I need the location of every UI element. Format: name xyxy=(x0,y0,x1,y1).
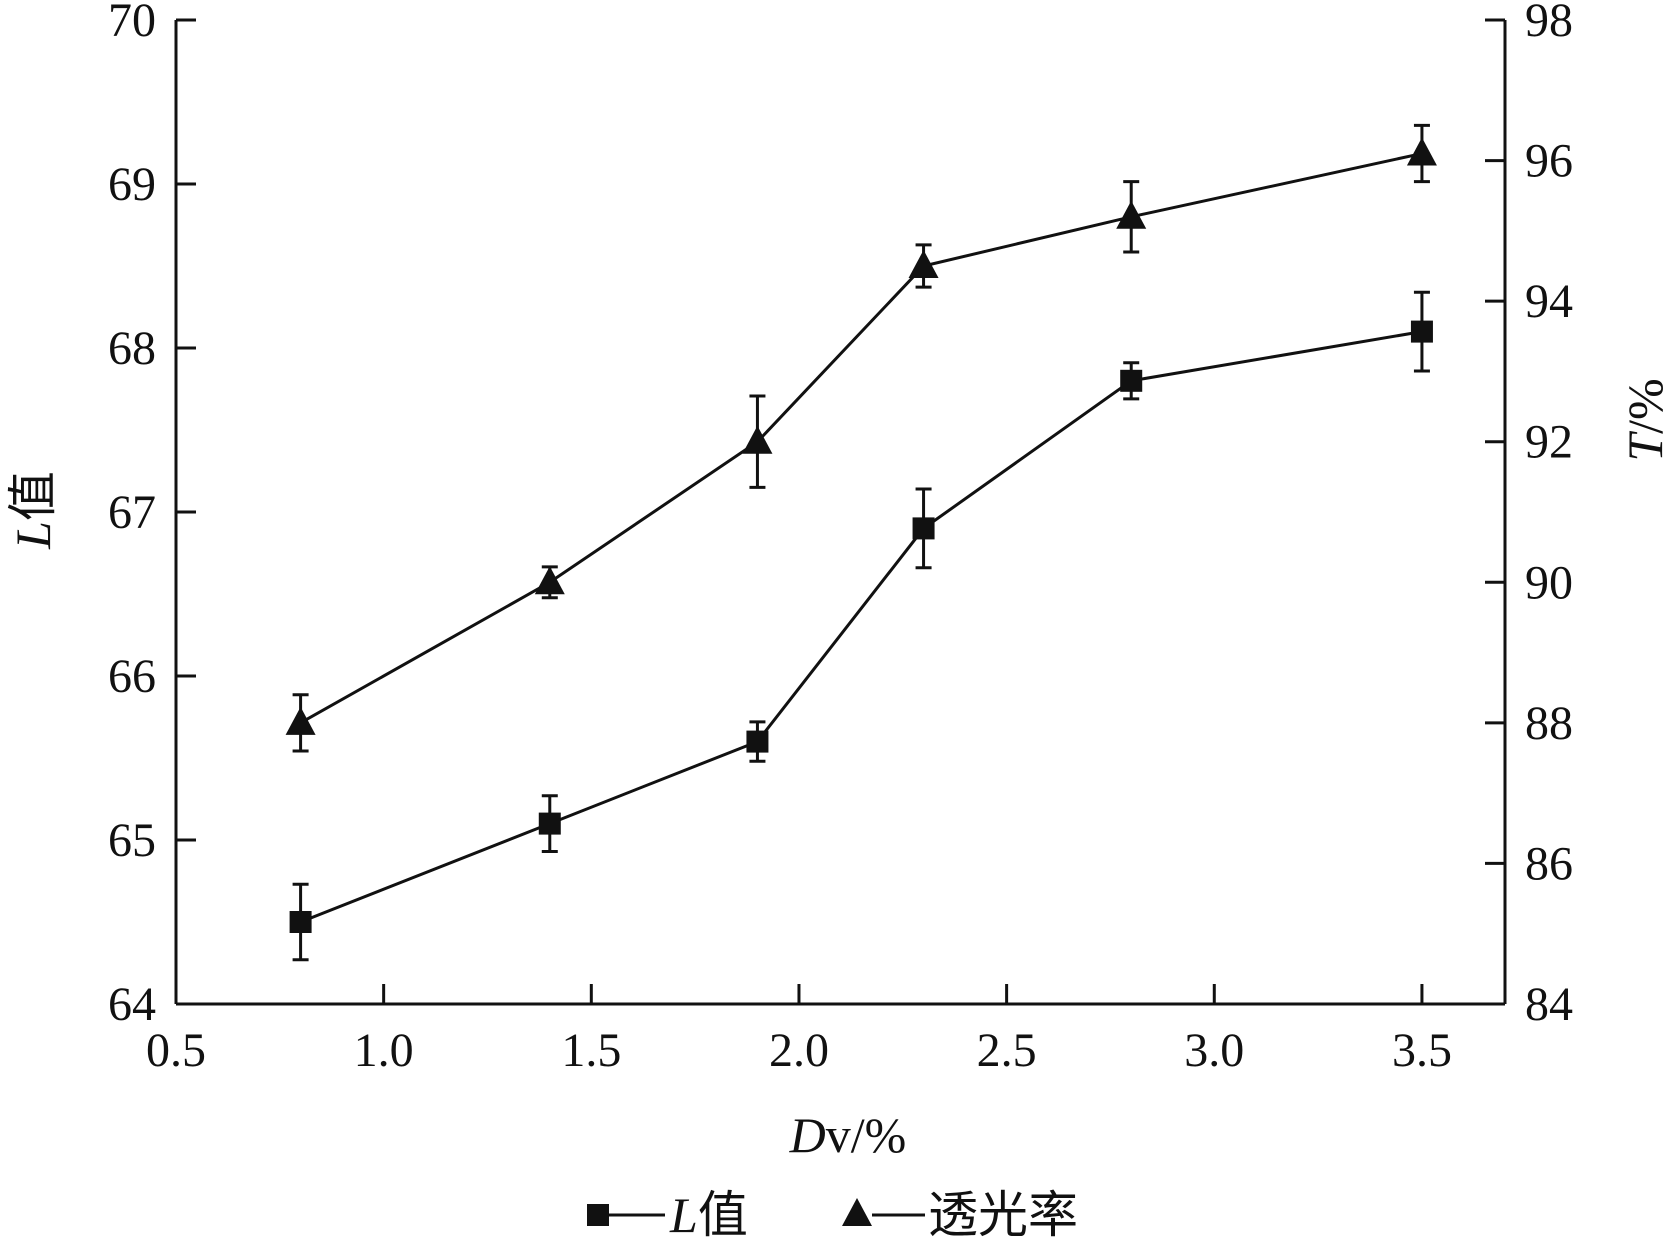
series-square xyxy=(289,290,1433,962)
series-line xyxy=(299,152,1423,725)
x-axis-title: Dv/% xyxy=(789,1107,907,1163)
data-point-triangle xyxy=(742,425,773,454)
data-point-square xyxy=(912,517,935,540)
y-left-tick-label: 65 xyxy=(108,814,156,867)
series-layer xyxy=(285,123,1437,962)
x-tick-label: 2.5 xyxy=(977,1024,1037,1077)
y-right-tick-label: 96 xyxy=(1525,135,1573,188)
data-point-triangle xyxy=(285,706,316,735)
y-right-tick-label: 94 xyxy=(1525,275,1573,328)
data-point-square xyxy=(1410,320,1433,343)
x-axis-title-rest: v/% xyxy=(826,1107,907,1163)
data-point-triangle xyxy=(908,250,939,278)
axes: 0.5 1.0 1.5 2.0 2.5 3.0 3.5 64 65 66 67 68 69 70 84 86 8… xyxy=(108,0,1573,1077)
legend-label-l: L值 xyxy=(669,1187,748,1242)
y-left-axis-title-rest: 值 xyxy=(5,471,61,521)
series-line xyxy=(300,330,1423,924)
y-left-axis-title-italic: L xyxy=(5,521,61,550)
x-tick-label: 1.5 xyxy=(561,1024,621,1077)
y-left-tick-label: 68 xyxy=(108,322,156,375)
y-right-tick-label: 84 xyxy=(1525,978,1573,1031)
x-tick-label: 1.0 xyxy=(354,1024,414,1077)
data-point-square xyxy=(538,812,561,835)
y-right-axis-title: T/% xyxy=(1617,378,1673,461)
series-triangle xyxy=(285,123,1437,753)
legend-label-l-rest: 值 xyxy=(698,1187,748,1242)
y-left-tick-label: 67 xyxy=(108,486,156,539)
y-right-axis-title-rest: /% xyxy=(1617,378,1673,434)
y-left-tick-label: 64 xyxy=(108,978,156,1031)
y-left-tick-label: 66 xyxy=(108,650,156,703)
x-tick-label: 0.5 xyxy=(146,1024,206,1077)
data-point-triangle xyxy=(534,566,565,595)
legend-square-marker xyxy=(587,1204,609,1226)
x-tick-label: 2.0 xyxy=(769,1024,829,1077)
data-point-square xyxy=(1120,369,1143,392)
legend-triangle-marker xyxy=(842,1198,872,1226)
y-left-axis-title: L值 xyxy=(5,471,61,550)
x-axis-title-italic: D xyxy=(789,1107,826,1163)
y-right-tick-label: 92 xyxy=(1525,416,1573,469)
legend-label-t-rest: 透光率 xyxy=(928,1187,1078,1242)
data-point-square xyxy=(746,730,769,753)
data-point-triangle xyxy=(1116,200,1147,229)
x-tick-label: 3.5 xyxy=(1392,1024,1452,1077)
legend-label-t: 透光率 xyxy=(928,1187,1078,1242)
y-left-tick-label: 69 xyxy=(108,158,156,211)
legend: L值 透光率 xyxy=(587,1187,1078,1242)
data-point-square xyxy=(289,911,312,933)
y-left-tick-label: 70 xyxy=(108,0,156,47)
y-right-tick-label: 90 xyxy=(1525,556,1573,609)
x-tick-label: 3.0 xyxy=(1184,1024,1244,1077)
y-right-axis-title-italic: T xyxy=(1617,431,1673,462)
legend-label-l-italic: L xyxy=(669,1187,698,1242)
y-right-tick-label: 98 xyxy=(1525,0,1573,47)
y-right-tick-label: 88 xyxy=(1525,697,1573,750)
data-point-triangle xyxy=(1406,137,1437,166)
y-right-tick-label: 86 xyxy=(1525,837,1573,890)
